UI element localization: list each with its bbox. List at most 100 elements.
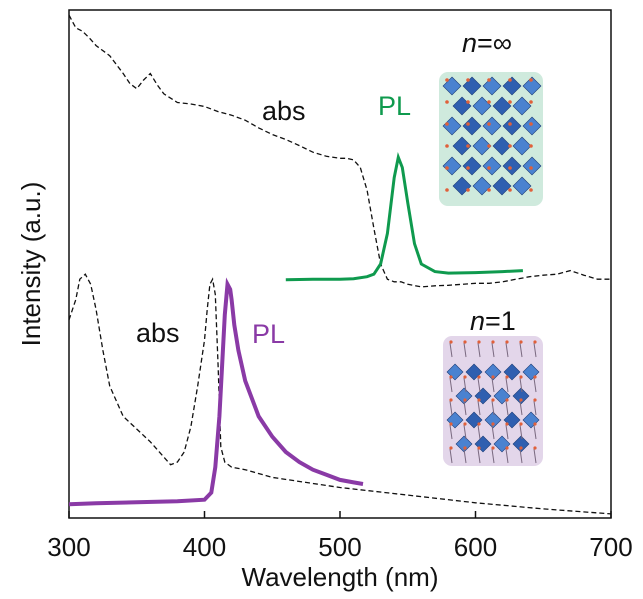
x-tick-label: 400: [183, 532, 226, 562]
cation-dot: [487, 166, 491, 170]
cation-dot: [477, 340, 481, 344]
organic-spacer: [491, 424, 495, 440]
cation-dot: [505, 446, 509, 450]
cation-dot: [463, 398, 467, 402]
cation-dot: [449, 398, 453, 402]
cation-dot: [519, 446, 523, 450]
abs-line-n-1: [68, 273, 612, 515]
cation-dot: [508, 78, 512, 82]
cation-dot: [477, 422, 481, 426]
panel-label-n-1-rest: =1: [485, 306, 516, 336]
cation-dot: [505, 398, 509, 402]
organic-spacer: [477, 342, 481, 358]
octahedron: [512, 387, 530, 405]
cation-dot: [491, 398, 495, 402]
organic-spacer: [491, 448, 495, 464]
organic-spacer: [505, 424, 509, 440]
organic-spacer: [449, 424, 453, 440]
panel-label-n-inf-rest: =∞: [477, 28, 512, 58]
organic-spacer: [519, 377, 523, 393]
cation-dot: [477, 446, 481, 450]
organic-spacer: [519, 400, 523, 416]
y-axis-title: Intensity (a.u.): [16, 182, 46, 347]
organic-spacer: [519, 342, 523, 358]
pl-line-n-1: [68, 277, 364, 507]
cation-dot: [491, 375, 495, 379]
organic-spacer: [477, 400, 481, 416]
cation-dot: [533, 375, 537, 379]
cation-dot: [466, 188, 470, 192]
cation-dot: [466, 100, 470, 104]
abs-label-n-inf: abs: [262, 96, 306, 126]
octahedron: [512, 176, 532, 196]
cation-dot: [519, 398, 523, 402]
octahedron: [472, 176, 492, 196]
organic-spacer: [477, 377, 481, 393]
pl-line-n-inf: [285, 152, 523, 282]
octahedron: [442, 156, 462, 176]
cation-dot: [529, 100, 533, 104]
panel-label-n-1: n=1: [470, 306, 516, 336]
cation-dot: [445, 100, 449, 104]
cation-dot: [463, 340, 467, 344]
cation-dot: [533, 398, 537, 402]
inset-lattice-n-1: [446, 340, 540, 464]
organic-spacer: [491, 377, 495, 393]
panel-label-n-1-n: n: [470, 306, 485, 336]
octahedron: [452, 136, 472, 156]
x-axis-title: Wavelength (nm): [242, 562, 439, 592]
organic-spacer: [449, 448, 453, 464]
cation-dot: [505, 340, 509, 344]
abs-line-n-inf: [68, 14, 611, 288]
cation-dot: [445, 144, 449, 148]
octahedron: [484, 363, 502, 381]
x-tick-label: 700: [589, 532, 632, 562]
cation-dot: [487, 100, 491, 104]
organic-spacer: [463, 424, 467, 440]
octahedron: [522, 76, 542, 96]
octahedron: [492, 96, 512, 116]
octahedron: [482, 156, 502, 176]
organic-spacer: [505, 448, 509, 464]
inset-lattice-n-inf: [442, 76, 542, 196]
cation-dot: [491, 446, 495, 450]
organic-spacer: [533, 342, 537, 358]
panel-label-n-inf: n=∞: [462, 28, 512, 58]
octahedron: [492, 136, 512, 156]
cation-dot: [505, 375, 509, 379]
cation-dot: [445, 166, 449, 170]
organic-spacer: [463, 400, 467, 416]
cation-dot: [477, 375, 481, 379]
octahedron: [502, 116, 522, 136]
octahedron: [482, 76, 502, 96]
cation-dot: [463, 422, 467, 426]
octahedron: [512, 96, 532, 116]
organic-spacer: [477, 424, 481, 440]
cation-dot: [466, 166, 470, 170]
octahedron: [522, 156, 542, 176]
organic-spacer: [477, 448, 481, 464]
cation-dot: [505, 422, 509, 426]
cation-dot: [487, 188, 491, 192]
inset-structure-n-1: [443, 336, 543, 466]
octahedron: [482, 116, 502, 136]
octahedron: [512, 435, 530, 453]
cation-dot: [519, 375, 523, 379]
organic-spacer: [491, 342, 495, 358]
organic-spacer: [519, 424, 523, 440]
cation-dot: [519, 340, 523, 344]
cation-dot: [449, 446, 453, 450]
panel-label-n-inf-n: n: [462, 28, 477, 58]
octahedron: [492, 176, 512, 196]
cation-dot: [529, 166, 533, 170]
cation-dot: [445, 78, 449, 82]
organic-spacer: [463, 377, 467, 393]
organic-spacer: [449, 400, 453, 416]
cation-dot: [449, 375, 453, 379]
cation-dot: [529, 144, 533, 148]
cation-dot: [519, 422, 523, 426]
organic-spacer: [463, 342, 467, 358]
x-axis: 300 400 500 600 700: [47, 511, 633, 562]
organic-spacer: [533, 424, 537, 440]
